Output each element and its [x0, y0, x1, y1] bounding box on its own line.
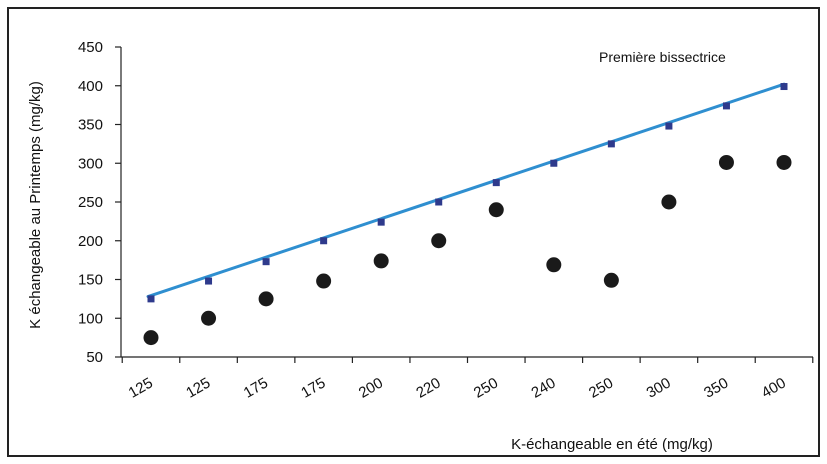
bisector-line: [146, 82, 786, 299]
square-point: [262, 258, 270, 266]
x-tick-label: 175: [298, 374, 328, 401]
square-point: [435, 198, 443, 206]
y-tick-label: 300: [78, 155, 103, 172]
x-tick-label: 400: [759, 374, 789, 401]
outer-border: [7, 7, 820, 457]
y-tick-label: 350: [78, 117, 103, 134]
x-tick-label: 175: [241, 374, 271, 401]
circle-point: [776, 154, 792, 170]
square-point: [550, 159, 558, 167]
bisector-annotation: Première bissectrice: [599, 49, 726, 65]
square-point: [147, 295, 155, 303]
square-point: [722, 102, 730, 110]
x-tick-label: 125: [126, 374, 156, 401]
x-tick-label: 240: [528, 374, 558, 401]
square-point: [492, 179, 500, 187]
circle-point: [201, 310, 217, 326]
x-tick-label: 250: [586, 374, 616, 401]
circle-point: [603, 272, 619, 288]
x-tick-label: 350: [701, 374, 731, 401]
circle-point: [373, 253, 389, 269]
square-point: [377, 218, 385, 226]
x-tick-label: 200: [356, 374, 386, 401]
square-point: [665, 122, 673, 130]
circle-point: [258, 291, 274, 307]
y-tick-label: 250: [78, 194, 103, 211]
x-tick-label: 300: [644, 374, 674, 401]
square-point: [205, 277, 213, 285]
x-tick-label: 125: [183, 374, 213, 401]
square-point: [780, 83, 788, 91]
y-tick-label: 450: [78, 39, 103, 56]
y-tick-label: 150: [78, 272, 103, 289]
y-tick-label: 100: [78, 310, 103, 327]
x-tick-label: 250: [471, 374, 501, 401]
circle-point: [316, 273, 332, 289]
circle-point: [546, 257, 562, 273]
y-tick-label: 400: [78, 78, 103, 95]
x-axis-title: K-échangeable en été (mg/kg): [511, 436, 713, 453]
square-point: [607, 140, 615, 148]
circle-point: [431, 233, 447, 249]
circle-point: [661, 194, 677, 210]
circle-point: [143, 330, 159, 346]
y-tick-label: 50: [86, 349, 103, 366]
circle-point: [488, 202, 504, 218]
y-tick-label: 200: [78, 233, 103, 250]
square-point: [320, 237, 328, 245]
circle-point: [718, 154, 734, 170]
x-tick-label: 220: [413, 374, 443, 401]
y-axis-title: K échangeable au Printemps (mg/kg): [27, 81, 44, 329]
